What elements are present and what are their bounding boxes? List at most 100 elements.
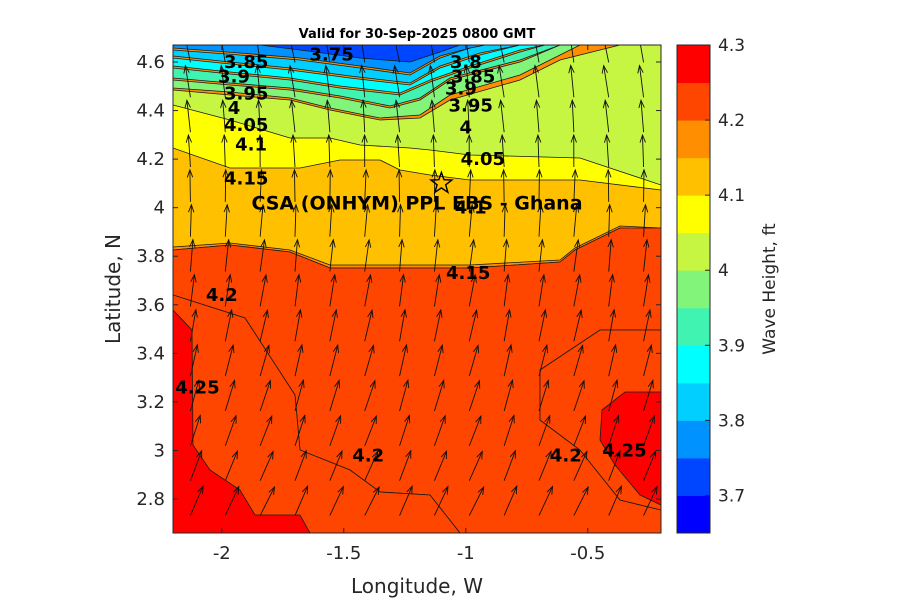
wave-arrow [573, 450, 588, 481]
wave-arrow [538, 273, 546, 307]
wave-arrow [189, 378, 200, 412]
wave-arrow [538, 414, 551, 447]
wave-arrow [608, 273, 615, 307]
wave-arrow [259, 344, 270, 377]
wave-arrow [398, 238, 405, 272]
wave-arrow [259, 273, 268, 307]
wave-arrow [608, 378, 619, 412]
wave-arrow [329, 414, 342, 447]
wave-arrow [324, 98, 332, 133]
colorbar-swatch [677, 270, 710, 309]
wave-arrow [432, 203, 440, 237]
plot-area: 3.753.853.93.9544.054.14.153.83.853.93.9… [173, 45, 661, 533]
wave-arrow [399, 343, 409, 377]
wave-arrow [605, 168, 612, 202]
wave-arrow [190, 484, 204, 516]
contour-label: 3.9 [445, 79, 477, 100]
wave-arrow [604, 45, 610, 63]
contour-label: 3.95 [224, 84, 268, 105]
wave-arrow [499, 133, 506, 168]
wave-arrow [397, 203, 404, 237]
y-tick-label: 2.8 [136, 489, 165, 510]
wave-arrow [290, 45, 296, 63]
wave-arrow [573, 379, 585, 412]
wave-arrow [329, 238, 336, 272]
x-tick-label: -1 [457, 543, 475, 564]
wave-arrow [433, 379, 445, 412]
wave-arrow [538, 449, 552, 481]
contour-label: 3.85 [451, 67, 495, 88]
wave-arrow [223, 203, 230, 237]
wave-arrow [501, 203, 509, 237]
wave-arrow [573, 485, 589, 516]
wave-arrow [294, 273, 302, 307]
wave-arrow [573, 238, 581, 272]
wave-arrow [463, 64, 471, 98]
contour-label: 3.85 [224, 52, 268, 73]
wave-arrow [364, 414, 377, 447]
wave-arrow [497, 64, 505, 98]
wave-arrow [185, 133, 193, 168]
wave-arrow [364, 308, 374, 342]
wave-arrow [532, 64, 540, 98]
site-label: CSA (ONHYM) PPL EBS - Ghana [251, 193, 582, 215]
wave-arrow [186, 45, 191, 63]
wave-arrow [259, 414, 273, 447]
star-icon [428, 170, 454, 194]
wave-arrow [329, 485, 344, 516]
wave-arrow [607, 238, 614, 272]
wave-arrow [538, 343, 549, 377]
wave-arrow [535, 45, 540, 63]
wave-arrow [224, 485, 240, 516]
wave-arrow [503, 343, 513, 377]
chart-title: Valid for 30-Sep-2025 0800 GMT [299, 27, 536, 42]
wave-arrow [608, 343, 618, 377]
wave-arrow [503, 308, 512, 342]
contour-label: 3.8 [450, 52, 482, 73]
y-tick-label: 4 [154, 198, 165, 219]
wave-arrow [294, 378, 305, 412]
wave-arrow [259, 379, 272, 412]
wave-arrow [573, 308, 583, 342]
wave-arrow [221, 133, 228, 168]
wave-arrow [190, 449, 203, 481]
y-axis: 2.8 3 3.2 3.4 3.6 3.8 4 4.2 4.4 4.6 [136, 52, 661, 510]
wave-arrow [428, 64, 435, 98]
wave-arrow [329, 273, 337, 307]
wave-arrow [608, 449, 621, 481]
wave-arrow [568, 64, 575, 98]
wave-arrow [294, 308, 303, 342]
wave-arrow [606, 203, 613, 237]
colorbar-swatch [677, 420, 710, 459]
wave-arrow [638, 98, 645, 133]
contour-label: 3.9 [218, 67, 250, 88]
wave-arrow [503, 484, 518, 516]
wave-arrow [294, 484, 309, 516]
wave-arrow [361, 45, 366, 63]
wave-arrow [399, 273, 406, 307]
wave-arrow [433, 308, 443, 342]
wave-arrow [256, 133, 264, 168]
y-tick-label: 4.2 [136, 149, 165, 170]
wave-arrow [640, 45, 645, 63]
wave-arrow [292, 203, 299, 237]
wave-arrow [602, 99, 610, 133]
wave-arrow [188, 203, 195, 237]
wave-arrow [572, 203, 580, 237]
wave-arrow [608, 414, 620, 446]
wave-arrow [571, 168, 579, 202]
wave-arrow [538, 379, 550, 412]
wave-arrow [364, 485, 380, 516]
wave-arrow [434, 485, 449, 516]
wave-arrow [538, 308, 548, 342]
region-3p85 [173, 45, 546, 94]
wave-arrow [224, 343, 235, 377]
wave-arrow [434, 449, 448, 481]
wave-arrow [259, 450, 274, 481]
colorbar-tick-label: 3.9 [718, 336, 745, 356]
y-tick-label: 3.4 [136, 343, 165, 364]
colorbar-frame [676, 44, 711, 534]
wave-arrow [259, 203, 266, 237]
region-4p25-southwest [173, 309, 311, 533]
wave-arrow [259, 238, 267, 272]
